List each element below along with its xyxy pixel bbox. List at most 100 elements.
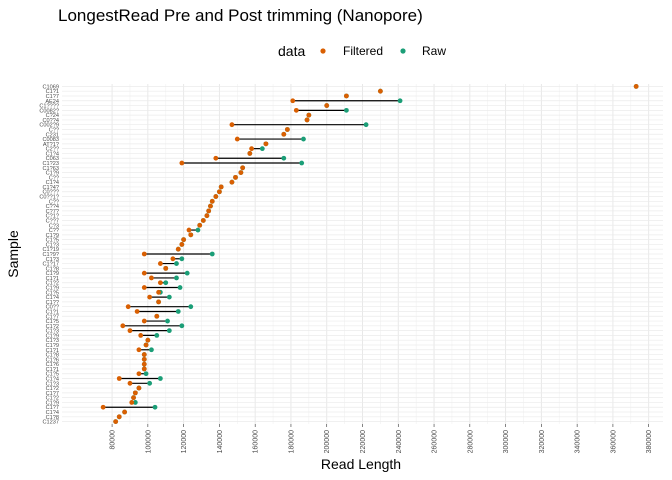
y-tick-label: C1?9 bbox=[46, 286, 59, 292]
point-filtered bbox=[120, 323, 126, 329]
point-filtered bbox=[149, 275, 154, 281]
y-tick-label: C?7? bbox=[46, 209, 59, 215]
point-filtered bbox=[213, 194, 219, 199]
point-filtered bbox=[127, 328, 133, 334]
y-tick-label: C1?5 bbox=[46, 319, 59, 325]
point-filtered bbox=[134, 309, 140, 314]
point-filtered bbox=[170, 256, 176, 262]
y-tick-label: C1?3 bbox=[46, 338, 59, 344]
point-filtered bbox=[141, 270, 147, 276]
x-axis-title: Read Length bbox=[321, 456, 401, 472]
x-tick-label: 200000 bbox=[324, 430, 331, 453]
y-tick-label: C1?3 bbox=[46, 381, 59, 387]
y-tick-label: C2?? bbox=[46, 147, 59, 153]
y-tick-label: C063 bbox=[46, 156, 59, 162]
point-filtered bbox=[156, 289, 161, 295]
y-tick-label: C1?1 bbox=[46, 348, 59, 354]
point-filtered bbox=[125, 304, 131, 310]
point-filtered bbox=[217, 189, 222, 195]
chart-title: LongestRead Pre and Post trimming (Nanop… bbox=[58, 6, 423, 25]
point-filtered bbox=[141, 251, 147, 257]
point-filtered bbox=[181, 237, 187, 243]
point-filtered bbox=[116, 376, 122, 381]
legend-key-raw bbox=[400, 48, 406, 54]
y-tick-label: AE24 bbox=[45, 99, 59, 105]
y-tick-label: C1?3 bbox=[46, 242, 59, 248]
y-tick-label: C1?9? bbox=[43, 252, 59, 258]
y-tick-label: C1?23 bbox=[43, 161, 59, 167]
point-filtered bbox=[122, 409, 128, 415]
point-filtered bbox=[281, 131, 287, 137]
legend: data Filtered Raw bbox=[278, 43, 446, 59]
point-filtered bbox=[163, 265, 169, 271]
point-raw bbox=[132, 400, 138, 405]
y-tick-label: C1?8 bbox=[46, 353, 59, 359]
y-tick-label: C1069 bbox=[43, 84, 59, 90]
y-tick-label: C1?9 bbox=[46, 400, 59, 406]
x-axis-ticks: 80000 100000 120000 140000 160000 180000 20000… bbox=[110, 424, 653, 453]
y-tick-label: C0??? bbox=[43, 190, 59, 196]
point-filtered bbox=[290, 98, 296, 104]
point-raw bbox=[165, 318, 170, 324]
point-filtered bbox=[306, 112, 312, 118]
x-tick-label: 360000 bbox=[610, 430, 617, 453]
y-tick-label: C1?2 bbox=[46, 281, 59, 287]
point-filtered bbox=[143, 342, 149, 348]
point-filtered bbox=[247, 151, 253, 156]
point-filtered bbox=[240, 165, 246, 171]
x-tick-label: 140000 bbox=[217, 430, 224, 453]
y-tick-label: C0082? bbox=[39, 108, 59, 114]
point-raw bbox=[152, 404, 158, 410]
point-filtered bbox=[284, 127, 290, 132]
point-filtered bbox=[141, 285, 147, 290]
point-raw bbox=[149, 347, 154, 353]
x-tick-label: 240000 bbox=[396, 430, 403, 453]
y-tick-label: C1?3 bbox=[46, 329, 59, 335]
y-tick-label: C1237 bbox=[43, 420, 59, 426]
y-tick-label: C1?4 bbox=[46, 410, 59, 416]
point-filtered bbox=[156, 299, 161, 305]
y-tick-label: C1?63 bbox=[43, 166, 59, 172]
x-tick-label: 180000 bbox=[288, 430, 295, 453]
x-tick-label: 220000 bbox=[360, 430, 367, 453]
point-filtered bbox=[186, 227, 192, 233]
y-tick-label: C002?9 bbox=[39, 123, 59, 129]
point-filtered bbox=[304, 117, 310, 123]
point-filtered bbox=[197, 222, 203, 228]
point-filtered bbox=[213, 155, 219, 161]
point-raw bbox=[177, 285, 183, 290]
point-raw bbox=[175, 309, 181, 314]
legend-label-raw: Raw bbox=[422, 44, 446, 58]
y-tick-label: C1?17 bbox=[43, 262, 59, 268]
point-filtered bbox=[136, 385, 142, 391]
point-filtered bbox=[132, 390, 138, 396]
point-filtered bbox=[633, 83, 639, 89]
y-tick-label: C1?1 bbox=[46, 367, 59, 373]
point-filtered bbox=[179, 160, 185, 166]
point-filtered bbox=[100, 404, 106, 410]
y-tick-label: C1?7 bbox=[46, 314, 59, 320]
y-tick-label: C??7 bbox=[46, 218, 59, 224]
point-filtered bbox=[157, 261, 163, 266]
x-tick-label: 160000 bbox=[253, 430, 260, 453]
point-filtered bbox=[229, 122, 235, 128]
point-filtered bbox=[208, 203, 213, 209]
data-marks bbox=[100, 83, 639, 425]
x-tick-label: 100000 bbox=[145, 430, 152, 453]
point-raw bbox=[163, 280, 169, 286]
point-raw bbox=[174, 275, 179, 281]
x-tick-label: 380000 bbox=[646, 430, 653, 453]
y-tick-label: C?? bbox=[49, 228, 59, 234]
point-filtered bbox=[136, 371, 142, 377]
point-raw bbox=[154, 333, 160, 338]
point-raw bbox=[281, 155, 287, 161]
point-raw bbox=[299, 160, 305, 166]
point-filtered bbox=[204, 213, 210, 219]
point-filtered bbox=[233, 174, 238, 180]
y-tick-label: C231 bbox=[46, 132, 59, 138]
point-filtered bbox=[138, 333, 144, 338]
point-filtered bbox=[249, 146, 255, 152]
point-raw bbox=[397, 98, 403, 104]
y-tick-label: C1?9 bbox=[46, 271, 59, 277]
y-tick-label: C1?19 bbox=[43, 247, 59, 253]
